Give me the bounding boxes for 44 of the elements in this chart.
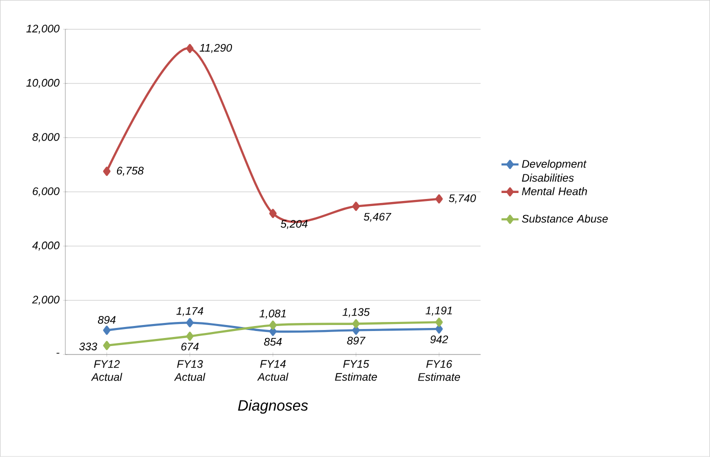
y-tick-label: 12,000 <box>26 24 60 34</box>
data-label: 333 <box>79 342 98 350</box>
legend-label: Mental Heath <box>522 187 587 196</box>
point <box>269 320 277 330</box>
point <box>186 332 194 341</box>
y-tick-label: 10,000 <box>26 79 60 88</box>
data-label: 5,467 <box>364 212 392 222</box>
point <box>435 318 443 327</box>
data-label: 1,191 <box>426 306 452 316</box>
point <box>352 202 360 212</box>
point <box>435 324 443 334</box>
data-label: 942 <box>430 336 448 344</box>
legend-label: Substance Abuse <box>522 214 608 223</box>
data-label: 897 <box>347 336 366 345</box>
data-label: 5,740 <box>448 194 476 204</box>
data-label: 1,135 <box>342 308 370 318</box>
data-label: 11,290 <box>200 44 232 54</box>
y-tick-label: 8,000 <box>32 133 60 142</box>
x-axis-title: Diagnoses <box>238 400 308 414</box>
data-label: 1,081 <box>259 310 286 319</box>
point <box>103 326 111 335</box>
data-label: 5,204 <box>280 220 308 230</box>
point <box>435 194 443 204</box>
data-label: 854 <box>264 338 282 346</box>
data-label: 6,758 <box>116 166 144 176</box>
x-tick-label: FY12 Actual <box>91 360 122 381</box>
y-tick-label: - <box>56 352 60 354</box>
data-label: 674 <box>181 342 199 351</box>
point <box>186 318 194 328</box>
x-tick-label: FY13 Actual <box>174 360 206 381</box>
data-label: 894 <box>98 316 116 324</box>
point <box>103 166 111 176</box>
point <box>186 44 194 54</box>
x-tick-label: FY15 Estimate <box>335 360 377 381</box>
point <box>269 208 277 218</box>
data-label: 1,174 <box>176 307 204 316</box>
y-tick-label: 4,000 <box>32 242 60 251</box>
point <box>103 340 111 350</box>
y-tick-label: 2,000 <box>32 296 60 305</box>
y-tick-label: 6,000 <box>32 187 60 197</box>
x-tick-label: FY14 Actual <box>257 360 288 381</box>
point <box>352 319 360 328</box>
legend-label: Development Disabilities <box>522 160 587 182</box>
x-tick-label: FY16 Estimate <box>418 360 460 381</box>
